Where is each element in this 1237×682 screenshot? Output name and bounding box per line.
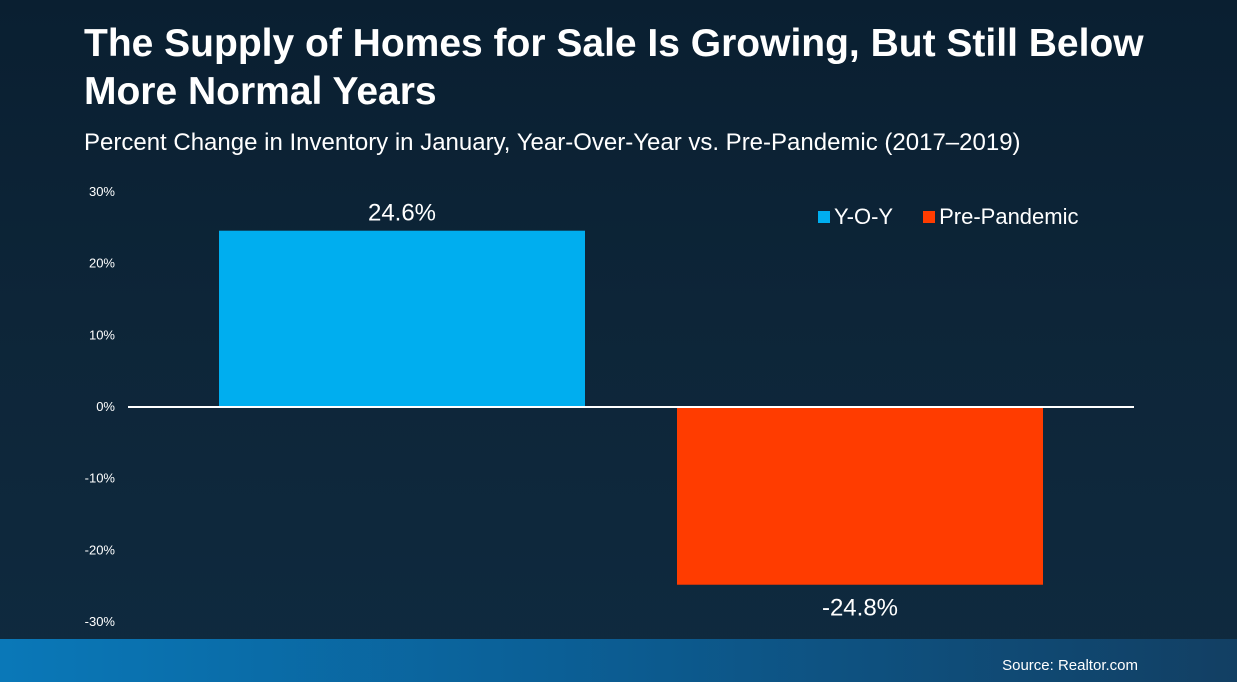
bar-chart: 30% 20% 10% 0% -10% -20% -30% 24.6% -24.8% <box>85 184 1043 629</box>
legend-swatch-pre-pandemic <box>923 211 936 223</box>
bar-pre-pandemic <box>677 407 1043 585</box>
bar-yoy <box>219 230 585 407</box>
footer-bar <box>0 639 1237 682</box>
source-note: Source: Realtor.com <box>1002 657 1138 674</box>
chart-legend: Y-O-Y Pre-Pandemic <box>818 204 1108 230</box>
legend-item-pre-pandemic: Pre-Pandemic <box>923 204 1078 230</box>
y-tick-label: 30% <box>89 184 115 199</box>
y-tick-label: 20% <box>89 256 115 271</box>
y-tick-label: 10% <box>89 327 115 342</box>
y-tick-label: -30% <box>85 614 116 629</box>
y-tick-label: -10% <box>85 471 116 486</box>
chart-subtitle: Percent Change in Inventory in January, … <box>84 129 1021 156</box>
data-label-pre-pandemic: -24.8% <box>822 595 898 622</box>
y-tick-label: -20% <box>85 542 116 557</box>
legend-swatch-yoy <box>818 211 830 223</box>
legend-label-yoy: Y-O-Y <box>834 204 894 229</box>
y-tick-label: 0% <box>96 399 115 414</box>
legend-label-pre-pandemic: Pre-Pandemic <box>939 204 1079 229</box>
chart-title: The Supply of Homes for Sale Is Growing,… <box>84 22 1144 113</box>
legend-item-yoy: Y-O-Y <box>818 204 893 230</box>
data-label-yoy: 24.6% <box>368 200 436 227</box>
